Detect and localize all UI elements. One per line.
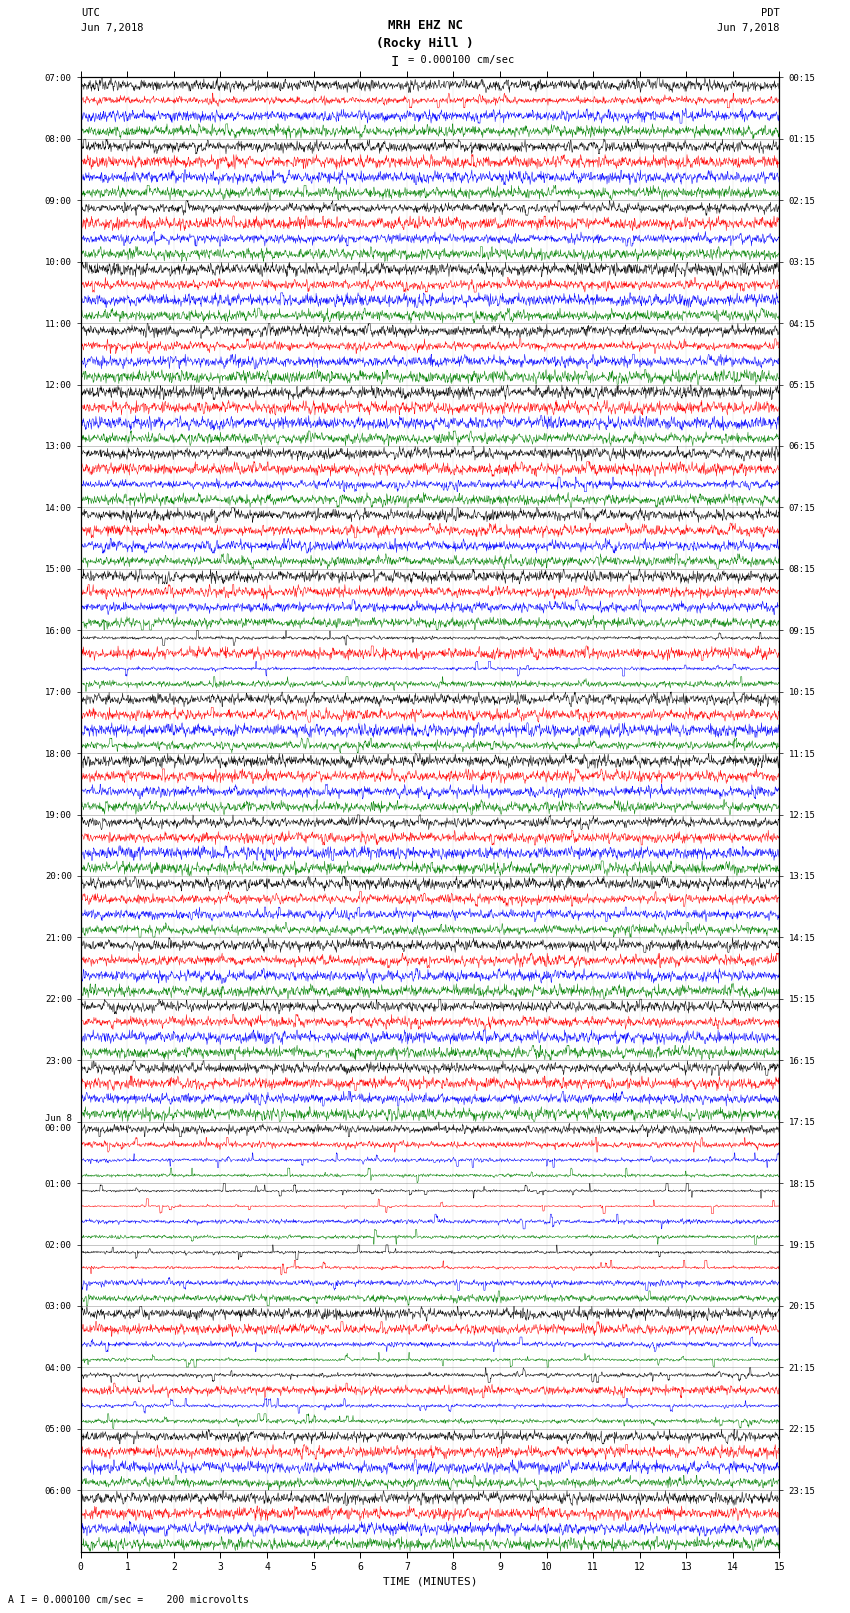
Text: Jun 7,2018: Jun 7,2018 [717, 23, 779, 32]
Text: MRH EHZ NC: MRH EHZ NC [388, 19, 462, 32]
Text: Jun 7,2018: Jun 7,2018 [81, 23, 144, 32]
Text: UTC: UTC [81, 8, 99, 18]
Text: A I = 0.000100 cm/sec =    200 microvolts: A I = 0.000100 cm/sec = 200 microvolts [8, 1595, 249, 1605]
Text: I: I [391, 55, 399, 69]
Text: PDT: PDT [761, 8, 779, 18]
X-axis label: TIME (MINUTES): TIME (MINUTES) [382, 1576, 478, 1586]
Text: = 0.000100 cm/sec: = 0.000100 cm/sec [408, 55, 514, 65]
Text: (Rocky Hill ): (Rocky Hill ) [377, 37, 473, 50]
